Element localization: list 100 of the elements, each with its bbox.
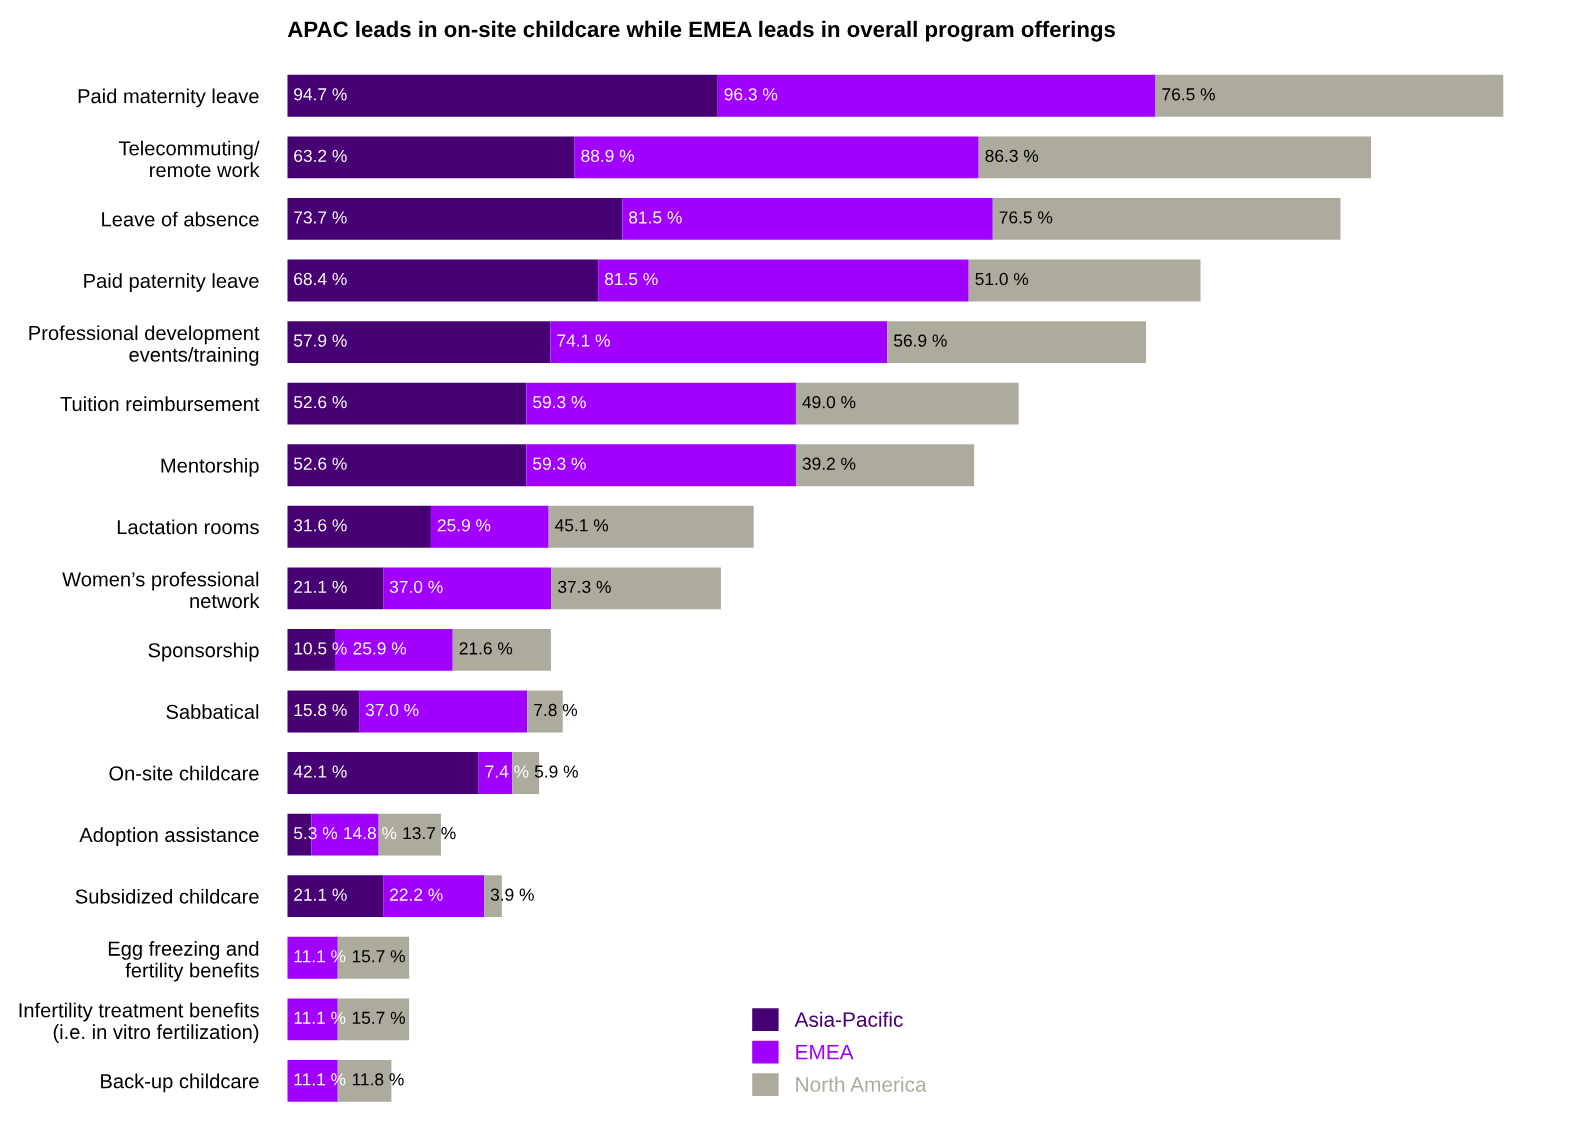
data-label: 3.9 % (490, 888, 534, 901)
data-label: 7.4 % (485, 765, 529, 778)
data-label: 21.1 % (294, 888, 347, 901)
bar (383, 567, 552, 610)
bar (287, 382, 527, 425)
data-label: 11.8 % (352, 1073, 404, 1086)
data-label: 39.2 % (802, 457, 856, 470)
bar (526, 382, 796, 425)
data-label: 15.7 % (352, 950, 405, 963)
data-label: 7.8 % (534, 703, 578, 717)
y-tick-label: Sabbatical (166, 704, 259, 719)
data-label: 25.9 % (437, 519, 491, 532)
data-label: 76.5 % (1162, 88, 1215, 101)
data-label: 37.3 % (558, 580, 611, 593)
data-label: 59.3 % (533, 457, 586, 470)
bar (383, 875, 485, 918)
bar (795, 382, 1019, 425)
bar (526, 444, 796, 487)
bar (452, 628, 551, 671)
y-tick-label: Sponsorship (148, 642, 259, 662)
bar (795, 444, 975, 487)
y-tick-label: Paid paternity leave (84, 273, 259, 292)
data-label: 10.5 % (294, 642, 347, 655)
data-label: 52.6 % (293, 457, 347, 470)
data-label: 94.7 % (294, 88, 347, 101)
bar (287, 136, 575, 179)
bar (287, 567, 384, 610)
bar (550, 321, 888, 363)
y-tick-label: Subsidized childcare (75, 888, 259, 904)
bar (551, 567, 721, 610)
y-tick-label: Lactation rooms (117, 519, 259, 535)
data-label: 13.7 % (403, 826, 456, 840)
bar (287, 875, 384, 918)
data-label: 57.9 % (293, 334, 347, 347)
bar (622, 197, 993, 240)
data-label: 63.2 % (294, 149, 347, 163)
data-label: 51.0 % (975, 272, 1029, 286)
data-label: 76.5 % (999, 211, 1053, 224)
data-label: 74.1 % (557, 334, 610, 347)
bar (287, 197, 623, 240)
bar (287, 690, 360, 733)
bar (378, 813, 441, 856)
bar (287, 321, 551, 363)
bar (887, 321, 1146, 363)
data-label: 45.1 % (555, 519, 609, 532)
y-tick-label: On-site childcare (109, 765, 259, 781)
data-label: 49.0 % (802, 396, 856, 409)
data-label: 59.3 % (533, 396, 586, 409)
bar (598, 259, 969, 302)
data-label: 68.4 % (294, 272, 347, 286)
data-label: 56.9 % (894, 334, 947, 347)
bar (287, 505, 431, 548)
y-tick-label: Mentorship (161, 457, 259, 477)
data-label: 31.6 % (293, 519, 347, 532)
data-label: 5.9 % (534, 765, 578, 778)
legend-label: North America (796, 1076, 927, 1092)
bar (574, 136, 979, 179)
chart-title: APAC leads in on-site childcare while EMEA leads in overall program offerings (287, 20, 1115, 42)
data-label: 5.3 % (293, 826, 338, 840)
data-label: 14.8 % (344, 826, 397, 840)
bar (359, 690, 528, 733)
data-label: 22.2 % (390, 888, 443, 901)
y-tick-label: Professional development events/training (29, 325, 260, 366)
data-label: 52.6 % (293, 396, 347, 409)
bar (287, 752, 479, 794)
y-tick-label: Paid maternity leave (78, 88, 259, 108)
y-tick-label: Back-up childcare (101, 1073, 259, 1093)
bar (717, 74, 1156, 117)
bar (287, 74, 718, 117)
bar (548, 505, 754, 548)
data-label: 21.6 % (459, 642, 513, 655)
y-tick-label: Adoption assistance (79, 827, 259, 847)
bar (287, 259, 599, 302)
legend-label: EMEA (796, 1044, 854, 1060)
bar (287, 444, 527, 487)
bar (1155, 74, 1504, 117)
data-label: 73.7 % (294, 211, 347, 224)
bar (978, 136, 1371, 179)
y-tick-label: Telecommuting/ remote work (118, 140, 260, 178)
y-tick-label: Egg freezing and fertility benefits (108, 941, 259, 982)
y-tick-label: Tuition reimbursement (60, 396, 260, 412)
data-label: 15.8 % (294, 703, 347, 717)
bar (968, 259, 1201, 302)
bar (992, 197, 1341, 240)
data-label: 15.7 % (352, 1011, 405, 1024)
bar (430, 505, 549, 548)
y-tick-label: Infertility treatment benefits (i.e. in vitro fertilization) (19, 1002, 259, 1044)
y-tick-label: Leave of absence (102, 211, 259, 227)
data-label: 81.5 % (629, 211, 682, 224)
data-label: 86.3 % (985, 149, 1039, 163)
data-label: 42.1 % (293, 765, 347, 778)
data-label: 25.9 % (353, 642, 407, 655)
data-label: 81.5 % (604, 272, 658, 286)
y-tick-label: Women’s professional network (62, 571, 260, 609)
bar (527, 690, 563, 733)
bar (478, 752, 513, 794)
data-label: 88.9 % (581, 149, 635, 163)
data-label: 37.0 % (365, 703, 419, 717)
data-label: 37.0 % (389, 580, 443, 593)
data-label: 96.3 % (724, 88, 778, 101)
